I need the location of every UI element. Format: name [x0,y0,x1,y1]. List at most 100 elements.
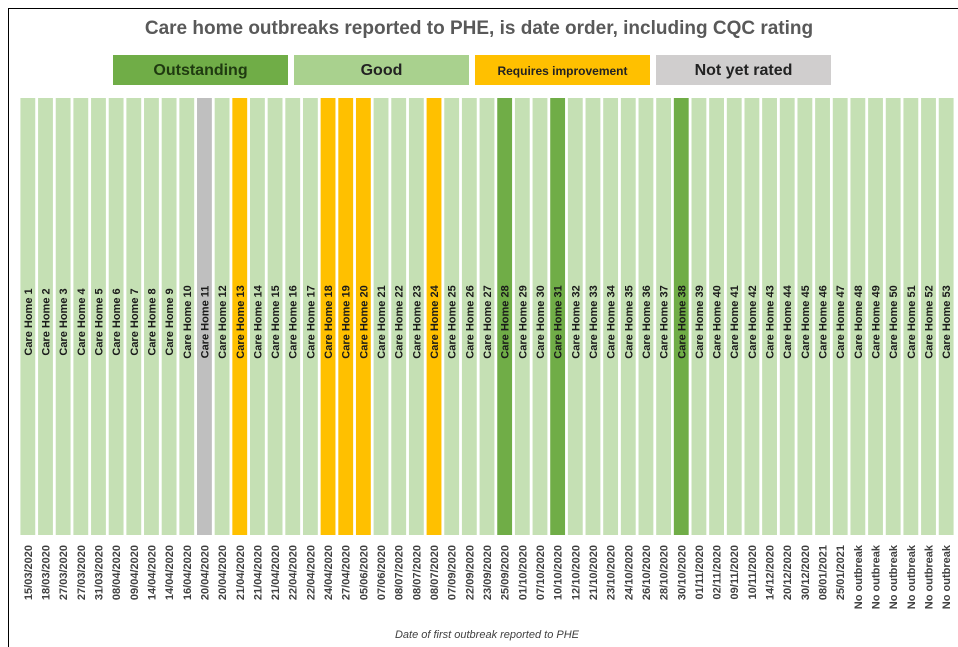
tile [179,98,195,535]
tile [815,98,830,535]
tile [249,98,265,535]
date-label: 08/04/2020 [111,545,123,600]
tile [868,98,883,535]
date-label: No outbreak [853,544,865,609]
date-label: 07/09/2020 [447,545,459,600]
legend-label: Outstanding [153,62,247,79]
tile-label: Care Home 12 [217,285,229,358]
tile-label: Care Home 37 [659,285,671,358]
tile-label: Care Home 5 [93,288,105,355]
date-label: 05/06/2020 [358,545,370,600]
tile [479,98,495,535]
tile-label: Care Home 46 [818,285,830,358]
legend-swatch [656,55,831,85]
tile-label: Care Home 2 [40,288,52,355]
tile-label: Care Home 29 [517,285,529,358]
date-label: No outbreak [871,544,883,609]
tile [779,98,795,535]
tile-label: Care Home 49 [871,285,883,358]
tile-label: Care Home 31 [553,285,565,358]
date-label: 22/09/2020 [464,545,476,600]
tile [938,98,954,535]
tile [391,98,407,535]
tile-label: Care Home 13 [235,285,247,358]
date-label: 21/04/2020 [252,545,264,600]
date-label: 20/04/2020 [217,545,229,600]
date-label: 20/12/2020 [782,545,794,600]
date-label: 08/07/2020 [411,545,423,600]
tile [161,98,177,535]
tile [55,98,71,535]
date-label: 08/01/2021 [818,545,830,600]
tile [355,98,371,535]
date-label: 09/04/2020 [129,545,141,600]
tile [91,98,106,535]
tile-label: Care Home 26 [464,285,476,358]
tile-label: Care Home 40 [712,285,724,358]
date-label: 28/10/2020 [659,545,671,600]
tile [762,98,777,535]
tile [673,98,689,535]
tile [656,98,672,535]
tile-label: Care Home 14 [252,284,264,358]
date-label: 12/10/2020 [570,545,582,600]
date-label: 22/04/2020 [288,545,300,600]
date-label: 30/12/2020 [800,545,812,600]
tile [744,98,760,535]
tile-label: Care Home 3 [58,288,70,355]
tile [832,98,848,535]
tile-label: Care Home 51 [906,285,918,358]
tile-label: Care Home 23 [411,285,423,358]
tile-label: Care Home 52 [924,285,936,358]
tile [726,98,742,535]
tile [921,98,936,535]
tile-label: Care Home 42 [747,285,759,358]
tile-label: Care Home 33 [588,285,600,358]
date-label: 27/04/2020 [341,545,353,600]
date-label: No outbreak [941,544,953,609]
date-label: 21/10/2020 [588,545,600,600]
tile [214,98,230,535]
tile-label: Care Home 9 [164,288,176,355]
tile-label: Care Home 10 [182,285,194,358]
tile-label: Care Home 36 [641,285,653,358]
date-label: 01/10/2020 [517,545,529,600]
tile [126,98,142,535]
legend-swatch [475,55,650,85]
tile [373,98,389,535]
tile [302,98,318,535]
tile [585,98,601,535]
tile [567,98,583,535]
date-label: 14/12/2020 [765,545,777,600]
tile [620,98,636,535]
date-label: 21/04/2020 [235,545,247,600]
tile [550,98,566,535]
chart-title: Care home outbreaks reported to PHE, is … [145,18,813,39]
tile [426,98,442,535]
tile-label: Care Home 35 [623,285,635,358]
date-label: 24/04/2020 [323,545,335,600]
tile-label: Care Home 24 [429,284,441,358]
date-label: 25/09/2020 [500,545,512,600]
date-label: 27/03/2020 [76,545,88,600]
date-label: 16/04/2020 [182,545,194,600]
tile-label: Care Home 39 [694,285,706,358]
tile [232,98,248,535]
tile-label: Care Home 45 [800,285,812,358]
legend-label: Requires improvement [497,64,627,78]
tile [108,98,124,535]
date-label: No outbreak [888,544,900,609]
tile [797,98,813,535]
date-label: 30/10/2020 [676,545,688,600]
date-label: 25/01/2021 [835,545,847,600]
tile-label: Care Home 20 [358,285,370,358]
date-label: 08/07/2020 [394,545,406,600]
date-label: 31/03/2020 [93,545,105,600]
tile [38,98,53,535]
tile-label: Care Home 30 [535,285,547,358]
tile-label: Care Home 1 [23,288,35,355]
date-label: 10/10/2020 [553,545,565,600]
tile-label: Care Home 38 [676,285,688,358]
date-label: 14/04/2020 [164,545,176,600]
tile-label: Care Home 53 [941,285,953,358]
